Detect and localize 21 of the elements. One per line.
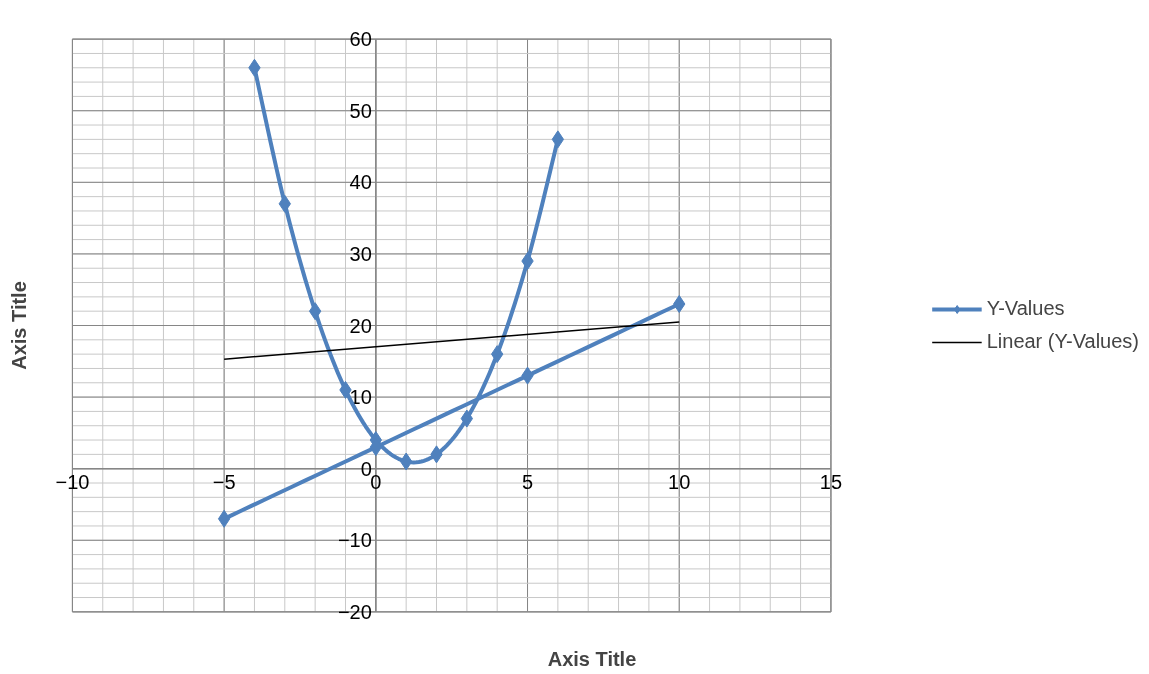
y-tick-label: −10 bbox=[337, 529, 372, 552]
x-tick-label: −10 bbox=[55, 470, 90, 493]
point bbox=[551, 130, 565, 149]
x-tick-label: −5 bbox=[212, 470, 236, 493]
x-tick-label: 5 bbox=[521, 470, 534, 493]
point bbox=[460, 409, 474, 428]
legend-label: Linear (Y-Values) bbox=[986, 330, 1139, 353]
y-tick-label: 50 bbox=[349, 99, 372, 122]
y-tick-label: 60 bbox=[349, 28, 372, 51]
x-tick-label: 15 bbox=[819, 470, 843, 493]
point bbox=[308, 302, 322, 321]
y-tick-label: 30 bbox=[349, 242, 372, 265]
point bbox=[217, 509, 231, 528]
y-axis-title: Axis Title bbox=[7, 281, 30, 370]
x-tick-label: 10 bbox=[668, 470, 691, 493]
legend-label: Y-Values bbox=[986, 297, 1065, 320]
x-axis-title: Axis Title bbox=[547, 647, 637, 670]
y-tick-label: 40 bbox=[349, 171, 372, 194]
y-tick-label: 10 bbox=[349, 386, 372, 409]
y-tick-label: 20 bbox=[349, 314, 372, 337]
y-tick-label: −20 bbox=[337, 600, 372, 623]
